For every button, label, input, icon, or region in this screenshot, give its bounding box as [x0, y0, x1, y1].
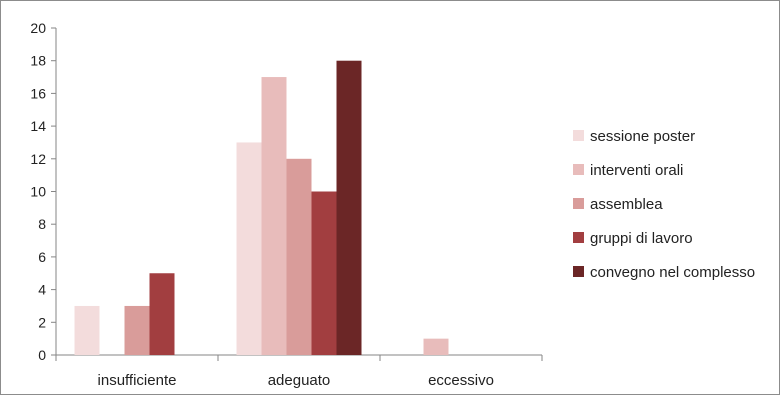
legend-swatch	[573, 130, 584, 141]
x-axis-labels: insufficiente adeguato eccessivo	[98, 372, 494, 389]
chart-legend: sessione poster interventi orali assemblea…	[573, 128, 755, 281]
bar	[286, 158, 312, 355]
bar	[423, 338, 449, 355]
bar	[74, 305, 100, 355]
legend-swatch	[573, 164, 584, 175]
legend-label: assemblea	[590, 196, 663, 213]
y-tick-label: 20	[30, 20, 46, 36]
legend-swatch	[573, 198, 584, 209]
bar	[236, 142, 262, 355]
legend-label: convegno nel complesso	[590, 264, 755, 281]
y-tick-label: 10	[30, 184, 46, 200]
chart-bars	[74, 60, 449, 356]
x-category-label: adeguato	[268, 372, 331, 389]
y-tick-label: 4	[38, 282, 46, 298]
x-category-label: insufficiente	[98, 372, 177, 389]
y-axis-ticks: 0 2 4 6 8 10 12 14 16 18 20	[30, 20, 56, 363]
bar	[261, 77, 287, 356]
y-tick-label: 12	[30, 151, 46, 167]
bar	[149, 273, 175, 355]
bar	[311, 191, 337, 355]
bar	[124, 305, 150, 355]
bar	[336, 60, 362, 355]
y-tick-label: 16	[30, 85, 46, 101]
x-category-label: eccessivo	[428, 372, 494, 389]
y-tick-label: 6	[38, 249, 46, 265]
legend-label: gruppi di lavoro	[590, 230, 693, 247]
legend-swatch	[573, 232, 584, 243]
y-tick-label: 2	[38, 314, 46, 330]
y-tick-label: 14	[30, 118, 46, 134]
y-tick-label: 18	[30, 53, 46, 69]
y-tick-label: 8	[38, 216, 46, 232]
legend-swatch	[573, 266, 584, 277]
legend-label: interventi orali	[590, 162, 683, 179]
legend-label: sessione poster	[590, 128, 695, 145]
y-tick-label: 0	[38, 347, 46, 363]
